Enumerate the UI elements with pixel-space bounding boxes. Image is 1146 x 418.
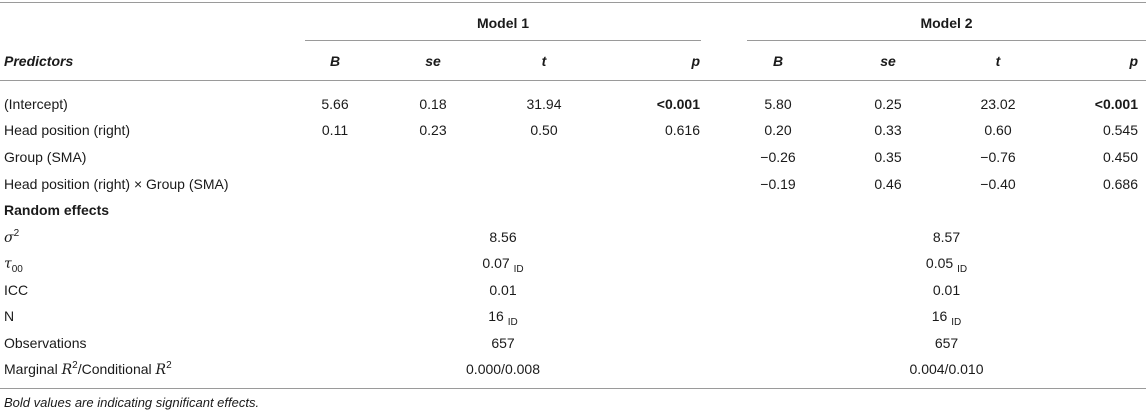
r-squared-m2: 0.004/0.010 — [909, 361, 984, 377]
cell-m2-b: −0.26 — [760, 149, 796, 165]
n-m1-value: 16 — [488, 308, 504, 324]
icc-m1: 0.01 — [489, 282, 517, 298]
n-m1: 16 ID — [305, 307, 701, 328]
r2-sup-conditional: 2 — [166, 360, 172, 371]
icc-m2: 0.01 — [932, 282, 961, 298]
cell-m2-t: −0.76 — [980, 149, 1016, 165]
cell-m2-se: 0.25 — [874, 96, 902, 112]
cell-m1-t: 31.94 — [526, 96, 562, 112]
n-m2-subscript: ID — [951, 317, 962, 328]
sigma-superscript: 2 — [13, 228, 20, 239]
r-squared-m1: 0.000/0.008 — [466, 361, 540, 377]
tau-subscript: 00 — [11, 264, 23, 275]
cell-m2-p: 0.686 — [1102, 176, 1138, 192]
r2-label-conditional: /Conditional — [77, 361, 156, 377]
cell-m2-p: 0.545 — [1102, 122, 1138, 138]
sigma-symbol: σ — [4, 230, 14, 246]
col-header-b-m2: B — [772, 53, 784, 69]
row-label-observations: Observations — [4, 335, 87, 351]
tau-m1: 0.07 ID — [305, 254, 701, 275]
observations-m2: 657 — [934, 335, 959, 351]
r2-symbol-conditional: R — [155, 362, 167, 378]
random-effects-heading: Random effects — [4, 202, 110, 218]
row-label-n: N — [4, 308, 15, 324]
col-header-t-m2: t — [995, 53, 1001, 69]
cell-m1-p: 0.616 — [664, 122, 700, 138]
col-header-se-m1: se — [425, 53, 441, 69]
cell-m2-b: 5.80 — [764, 96, 792, 112]
col-header-se-m2: se — [880, 53, 896, 69]
table-footnote: Bold values are indicating significant e… — [4, 395, 260, 410]
cell-m2-p: 0.450 — [1102, 149, 1138, 165]
cell-m2-se: 0.46 — [874, 176, 902, 192]
cell-m1-t: 0.50 — [530, 122, 558, 138]
tau-m1-subscript: ID — [513, 264, 524, 275]
model1-underline — [305, 40, 701, 41]
tau-symbol: τ — [4, 256, 12, 272]
row-label-group: Group (SMA) — [4, 149, 87, 165]
cell-m2-p: <0.001 — [1094, 96, 1138, 112]
row-label-tau00: τ00 — [4, 254, 23, 275]
tau-m1-value: 0.07 — [482, 255, 510, 271]
r2-sup-marginal: 2 — [72, 360, 78, 371]
observations-m1: 657 — [491, 335, 515, 351]
cell-m1-p: <0.001 — [656, 96, 700, 112]
predictors-header: Predictors — [4, 53, 74, 69]
row-label-sigma-squared: σ2 — [4, 228, 19, 249]
cell-m2-t: 23.02 — [980, 96, 1016, 112]
cell-m2-b: −0.19 — [760, 176, 796, 192]
n-m2-value: 16 — [931, 308, 948, 324]
row-label-icc: ICC — [4, 282, 29, 298]
cell-m2-se: 0.35 — [874, 149, 902, 165]
tau-m2: 0.05 ID — [747, 254, 1146, 275]
row-label-r-squared: Marginal R2/Conditional R2 — [4, 360, 172, 381]
col-header-t-m1: t — [541, 53, 547, 69]
sigma-m2: 8.57 — [932, 229, 961, 245]
tau-m2-subscript: ID — [957, 264, 968, 275]
header-bottom-rule — [0, 80, 1146, 81]
cell-m1-b: 0.11 — [321, 122, 349, 138]
cell-m1-se: 0.18 — [419, 96, 447, 112]
cell-m1-b: 5.66 — [321, 96, 349, 112]
n-m1-subscript: ID — [507, 317, 518, 328]
col-header-b-m1: B — [329, 53, 341, 69]
r2-symbol-marginal: R — [61, 362, 73, 378]
r2-label-marginal: Marginal — [4, 361, 62, 377]
cell-m2-b: 0.20 — [764, 122, 792, 138]
cell-m2-se: 0.33 — [874, 122, 902, 138]
table-bottom-rule — [0, 388, 1146, 389]
col-header-p-m2: p — [1129, 53, 1138, 69]
sigma-m1: 8.56 — [489, 229, 517, 245]
cell-m2-t: 0.60 — [984, 122, 1012, 138]
cell-m1-se: 0.23 — [419, 122, 447, 138]
model2-header: Model 2 — [920, 15, 973, 31]
row-label-interaction: Head position (right) × Group (SMA) — [4, 176, 229, 192]
row-label-intercept: (Intercept) — [4, 96, 68, 112]
n-m2: 16 ID — [747, 307, 1146, 328]
row-label-head-position: Head position (right) — [4, 122, 131, 138]
model1-header: Model 1 — [476, 15, 530, 31]
cell-m2-t: −0.40 — [980, 176, 1016, 192]
top-rule — [0, 2, 1146, 3]
model2-underline — [747, 40, 1146, 41]
col-header-p-m1: p — [691, 53, 700, 69]
tau-m2-value: 0.05 — [925, 255, 954, 271]
